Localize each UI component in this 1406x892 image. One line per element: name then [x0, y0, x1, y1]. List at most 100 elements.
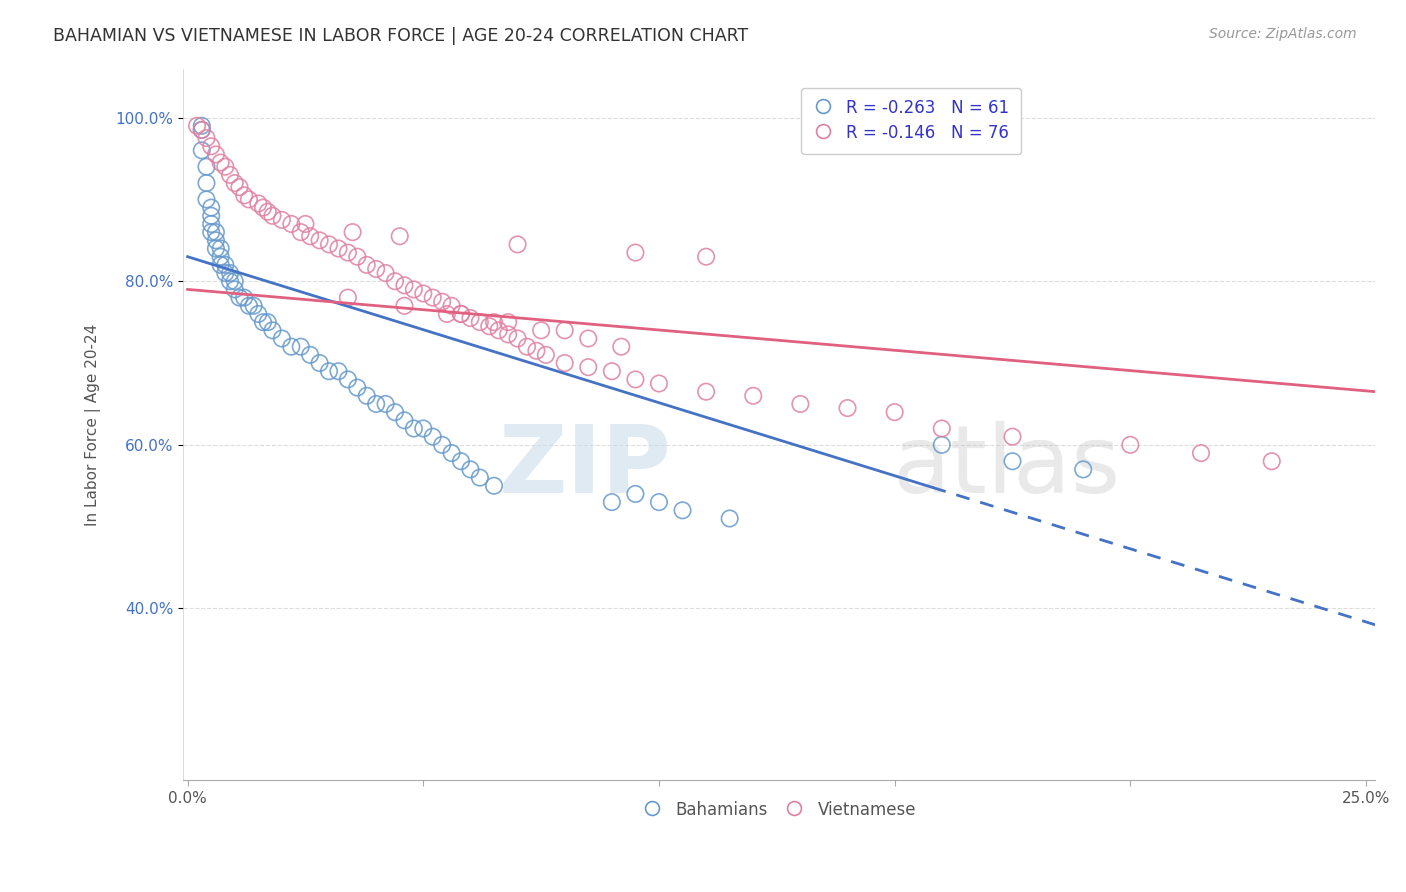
Point	[422, 430, 444, 444]
Point	[214, 266, 236, 280]
Point	[195, 131, 218, 145]
Point	[252, 315, 274, 329]
Point	[224, 274, 246, 288]
Text: ZIP: ZIP	[499, 421, 672, 513]
Point	[318, 237, 340, 252]
Point	[412, 421, 434, 435]
Point	[233, 188, 256, 202]
Point	[488, 323, 510, 337]
Point	[789, 397, 811, 411]
Legend: Bahamians, Vietnamese: Bahamians, Vietnamese	[636, 794, 922, 825]
Point	[262, 209, 284, 223]
Point	[450, 307, 472, 321]
Point	[299, 229, 322, 244]
Point	[460, 462, 482, 476]
Point	[214, 160, 236, 174]
Point	[482, 479, 505, 493]
Point	[356, 258, 378, 272]
Point	[238, 299, 260, 313]
Point	[191, 123, 214, 137]
Point	[1071, 462, 1094, 476]
Point	[308, 233, 330, 247]
Point	[402, 282, 425, 296]
Point	[394, 413, 416, 427]
Point	[394, 278, 416, 293]
Point	[436, 307, 458, 321]
Point	[219, 266, 242, 280]
Point	[247, 307, 270, 321]
Point	[695, 384, 717, 399]
Text: atlas: atlas	[893, 421, 1121, 513]
Point	[336, 291, 359, 305]
Point	[624, 487, 647, 501]
Point	[482, 315, 505, 329]
Point	[209, 242, 232, 256]
Point	[228, 180, 250, 194]
Point	[516, 340, 538, 354]
Point	[534, 348, 557, 362]
Point	[430, 294, 453, 309]
Point	[883, 405, 905, 419]
Point	[1189, 446, 1212, 460]
Point	[200, 209, 222, 223]
Point	[430, 438, 453, 452]
Point	[554, 356, 576, 370]
Point	[460, 311, 482, 326]
Point	[624, 245, 647, 260]
Point	[468, 315, 491, 329]
Point	[1261, 454, 1284, 468]
Point	[554, 323, 576, 337]
Point	[205, 233, 228, 247]
Point	[346, 250, 368, 264]
Y-axis label: In Labor Force | Age 20-24: In Labor Force | Age 20-24	[86, 323, 101, 525]
Point	[931, 438, 953, 452]
Point	[496, 327, 519, 342]
Point	[191, 123, 214, 137]
Point	[186, 119, 208, 133]
Point	[195, 193, 218, 207]
Point	[328, 364, 350, 378]
Point	[219, 274, 242, 288]
Point	[336, 245, 359, 260]
Point	[262, 323, 284, 337]
Point	[600, 495, 623, 509]
Point	[205, 147, 228, 161]
Point	[336, 372, 359, 386]
Point	[394, 299, 416, 313]
Point	[224, 282, 246, 296]
Point	[280, 217, 302, 231]
Point	[402, 421, 425, 435]
Point	[224, 176, 246, 190]
Point	[200, 225, 222, 239]
Point	[496, 315, 519, 329]
Point	[205, 242, 228, 256]
Point	[1001, 430, 1024, 444]
Point	[270, 212, 292, 227]
Point	[308, 356, 330, 370]
Point	[290, 225, 312, 239]
Point	[252, 201, 274, 215]
Point	[1001, 454, 1024, 468]
Point	[294, 217, 316, 231]
Point	[374, 266, 396, 280]
Point	[506, 237, 529, 252]
Point	[718, 511, 741, 525]
Point	[648, 495, 671, 509]
Point	[233, 291, 256, 305]
Point	[200, 201, 222, 215]
Point	[384, 274, 406, 288]
Point	[209, 250, 232, 264]
Point	[195, 176, 218, 190]
Point	[600, 364, 623, 378]
Point	[671, 503, 693, 517]
Point	[530, 323, 553, 337]
Point	[384, 405, 406, 419]
Point	[270, 331, 292, 345]
Point	[695, 250, 717, 264]
Point	[195, 160, 218, 174]
Point	[200, 139, 222, 153]
Point	[247, 196, 270, 211]
Point	[256, 204, 278, 219]
Point	[610, 340, 633, 354]
Point	[576, 360, 599, 375]
